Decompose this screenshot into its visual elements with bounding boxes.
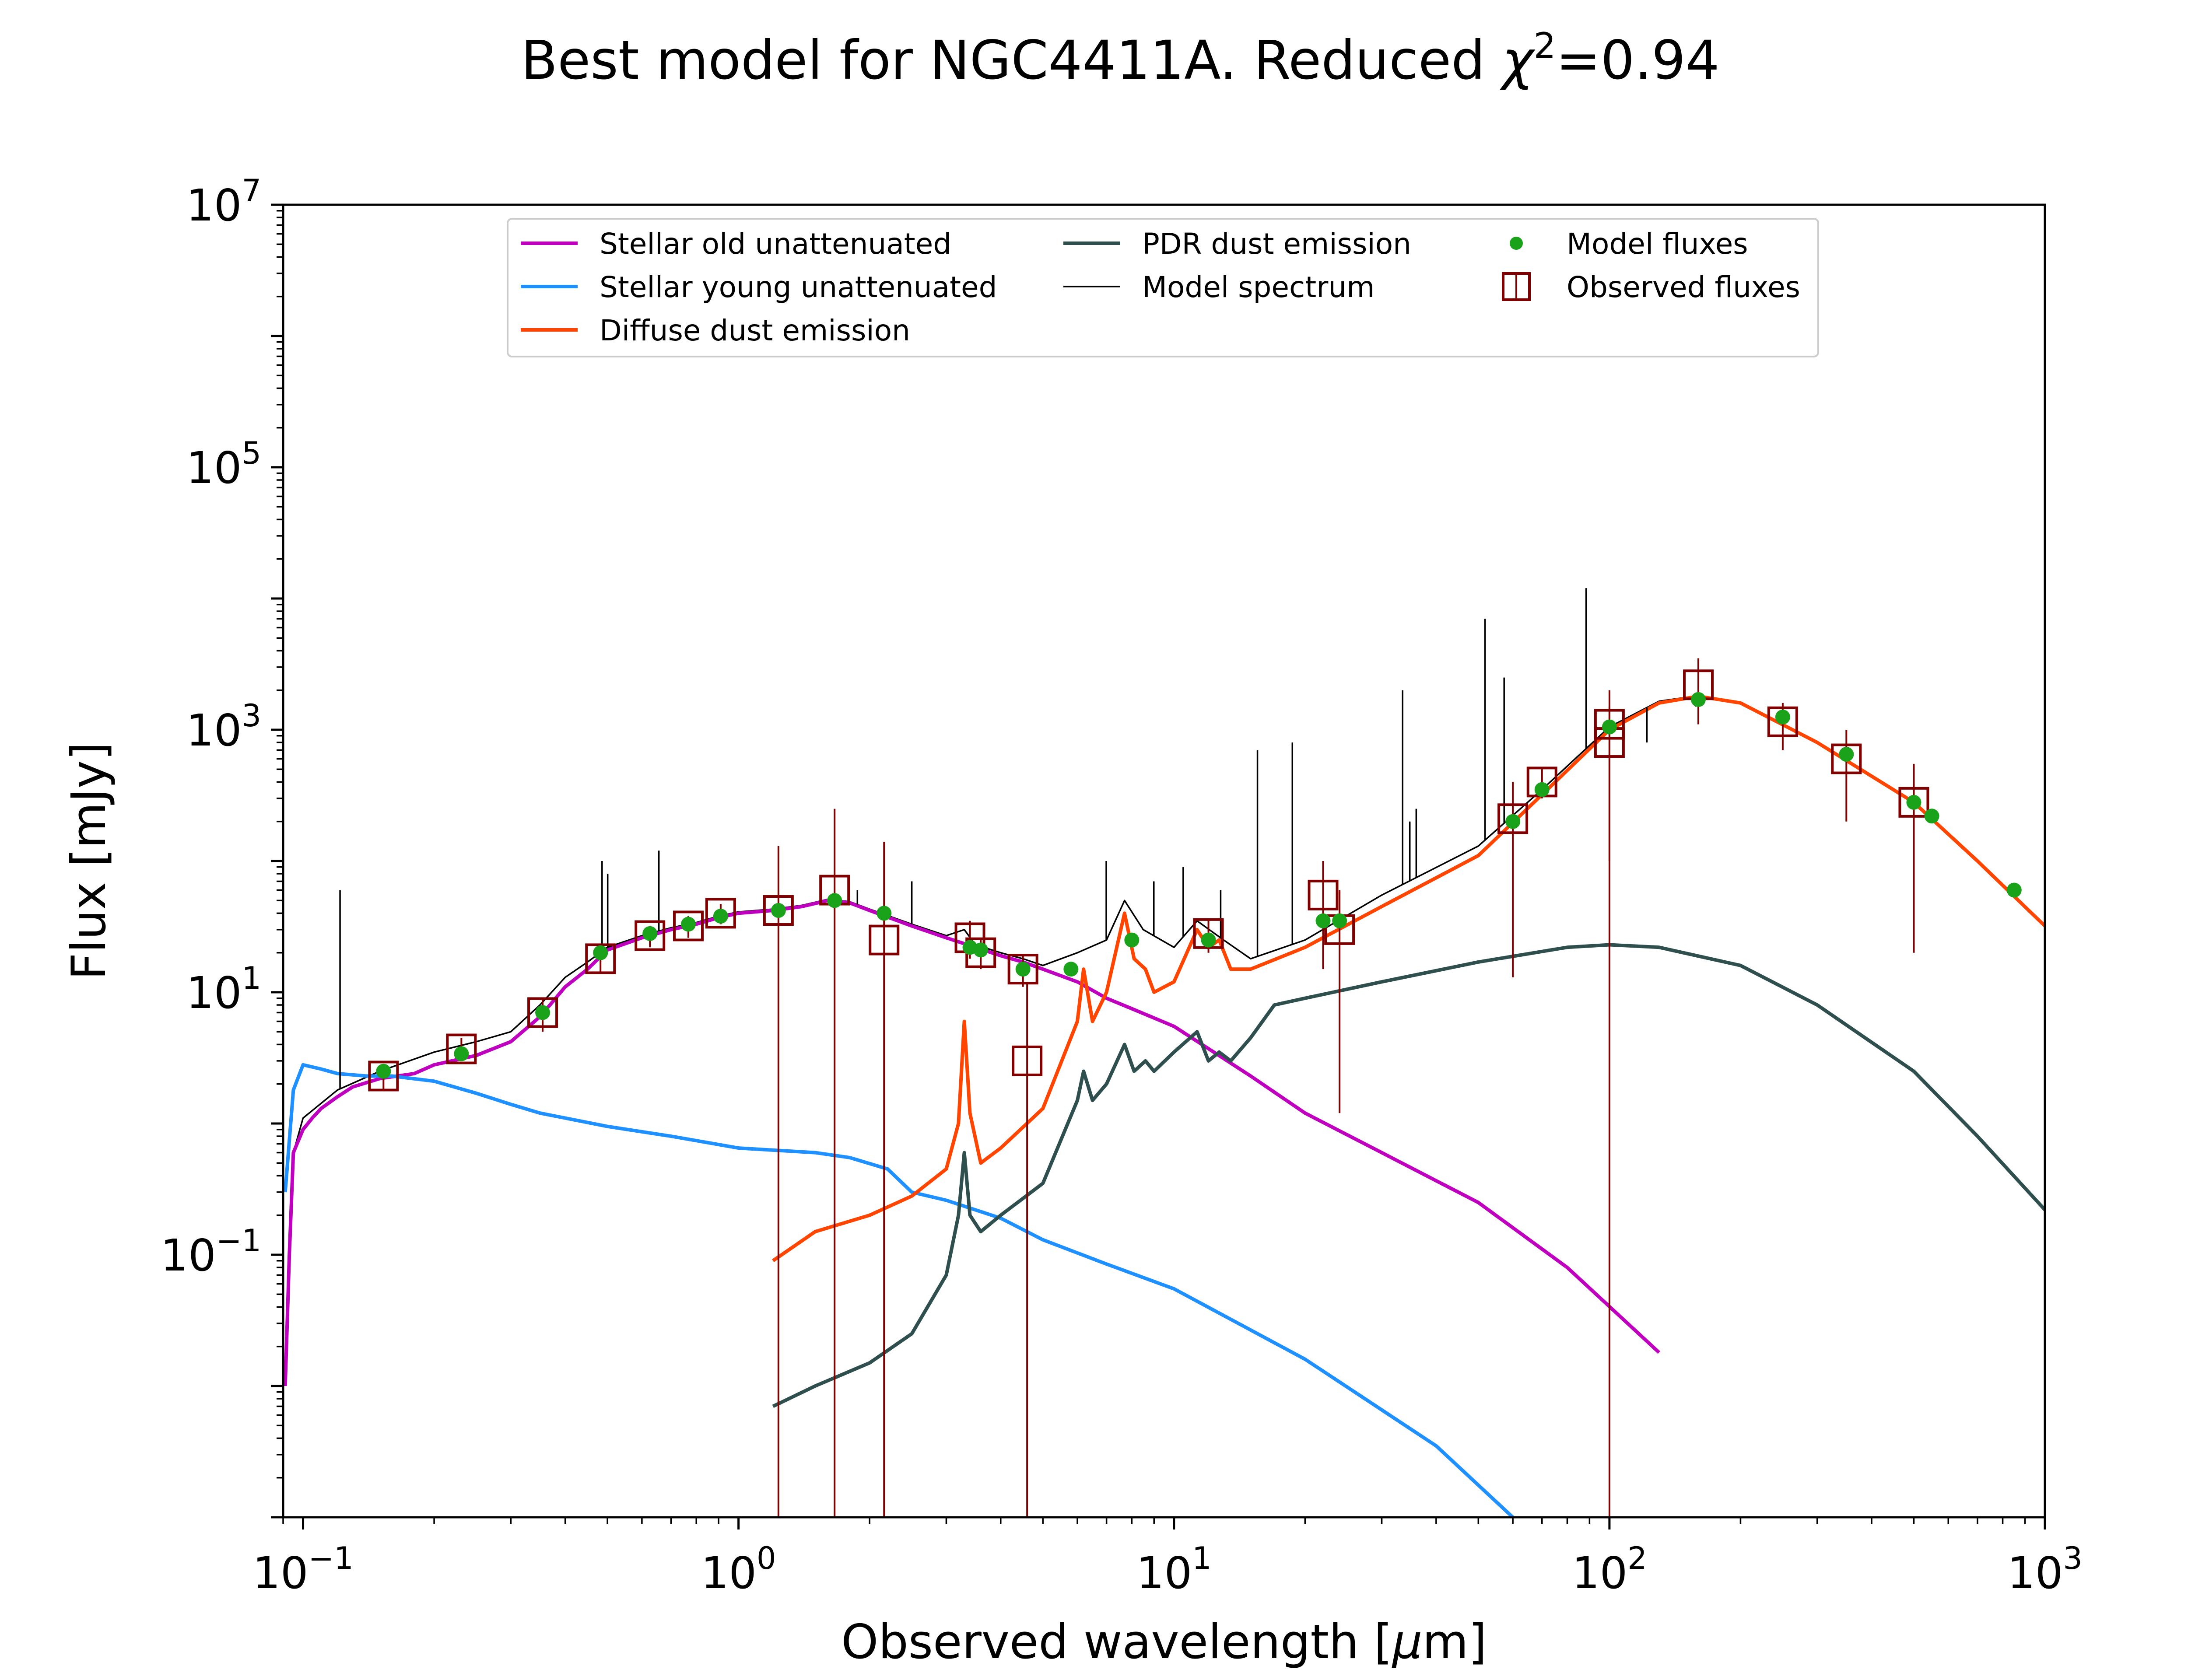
x-axis-label: Observed wavelength [μm]	[841, 1615, 1487, 1670]
y-tick-label: 101	[186, 960, 261, 1018]
model-flux-point	[1315, 913, 1331, 928]
legend-label: Stellar young unattenuated	[600, 270, 997, 304]
model-flux-point	[877, 906, 892, 921]
x-tick-label: 101	[1136, 1540, 1212, 1599]
model-flux-point	[827, 893, 842, 908]
observed-flux-marker	[705, 898, 736, 929]
series-line-stellar-old-unattenuated	[283, 899, 1661, 1386]
plot-frame	[282, 203, 2046, 1519]
model-flux-point	[771, 903, 786, 918]
model-flux-point	[1505, 814, 1521, 829]
model-flux-point	[1534, 782, 1550, 797]
chart-title: Best model for NGC4411A. Reduced χ2=0.94	[521, 25, 1720, 91]
y-tick-label: 103	[186, 698, 261, 756]
x-tick-label: 102	[1572, 1540, 1647, 1599]
x-tick-label: 103	[2007, 1540, 2083, 1599]
model-flux-point	[376, 1064, 391, 1079]
observed-flux-marker	[1193, 918, 1224, 949]
model-flux-point	[1332, 913, 1347, 928]
legend-symbol	[1510, 237, 1523, 250]
y-tick-label: 10−1	[161, 1223, 261, 1281]
model-flux-point	[973, 942, 989, 958]
legend-label: Stellar old unattenuated	[600, 227, 951, 261]
legend-symbol	[1502, 272, 1531, 301]
y-axis: 10−1 101 103 105 107	[161, 173, 283, 1519]
x-tick-label: 100	[701, 1540, 776, 1599]
observed-flux-marker	[673, 910, 704, 942]
observed-flux-marker	[446, 1033, 477, 1064]
observed-flux-marker	[368, 1060, 399, 1092]
observed-flux-marker	[585, 943, 616, 974]
legend-label: Diffuse dust emission	[600, 314, 910, 347]
observed-flux-marker	[1831, 743, 1862, 774]
observed-flux-marker	[1767, 706, 1798, 737]
model-flux-point	[1906, 794, 1922, 810]
legend-box	[507, 218, 1819, 357]
model-flux-point	[1691, 692, 1706, 707]
model-flux-point	[1015, 962, 1031, 977]
series-line-model-spectrum	[284, 695, 2045, 1386]
y-axis-label: Flux [mJy]	[62, 742, 116, 980]
legend-label: Model spectrum	[1142, 270, 1375, 304]
observed-flux-marker	[1012, 1045, 1043, 1076]
y-tick-label: 105	[186, 435, 261, 494]
observed-flux-marker	[1308, 879, 1339, 910]
x-axis: 10−1 100 101 102 103	[252, 1517, 2083, 1599]
series-line-pdr-dust-emission	[772, 943, 2045, 1408]
model-flux-point	[454, 1046, 469, 1061]
legend-label: Model fluxes	[1567, 227, 1748, 261]
observed-flux-marker	[1007, 954, 1038, 985]
model-flux-point	[2006, 882, 2022, 898]
model-flux-point	[593, 945, 608, 960]
series-line-stellar-young-unattenuated	[283, 1063, 1514, 1517]
observed-flux-marker	[1898, 787, 1929, 818]
model-flux-point	[713, 909, 728, 924]
y-tick-label: 107	[186, 173, 261, 231]
legend-label: Observed fluxes	[1567, 270, 1800, 304]
model-flux-point	[1063, 962, 1079, 977]
plot-content	[283, 588, 2045, 1517]
model-flux-point	[1775, 709, 1790, 724]
series-line-diffuse-dust-emission	[772, 694, 2045, 1262]
model-flux-point	[535, 1005, 551, 1020]
observed-flux-marker	[635, 920, 666, 951]
legend: Stellar old unattenuated Stellar young un…	[507, 218, 1819, 357]
model-flux-point	[1924, 808, 1939, 824]
observed-flux-marker	[1497, 803, 1529, 834]
model-flux-point	[1839, 747, 1854, 762]
model-flux-point	[1201, 932, 1216, 948]
observed-flux-marker	[869, 924, 900, 956]
model-flux-point	[1124, 932, 1140, 948]
observed-flux-marker	[527, 997, 558, 1028]
observed-flux-marker	[763, 895, 794, 926]
model-flux-point	[1602, 719, 1617, 735]
x-tick-label: 10−1	[252, 1540, 353, 1599]
model-flux-point	[681, 917, 696, 932]
legend-label: PDR dust emission	[1142, 227, 1411, 261]
model-flux-point	[642, 926, 658, 941]
